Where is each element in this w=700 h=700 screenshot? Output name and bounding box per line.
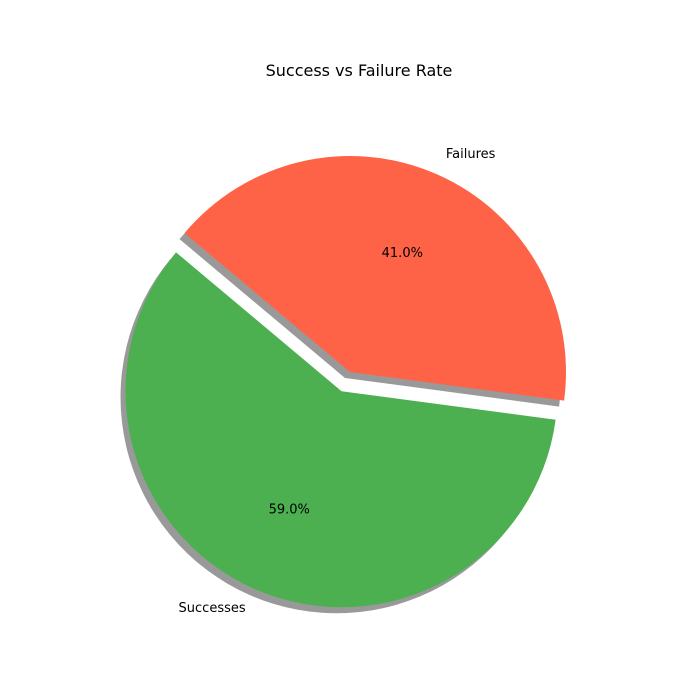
- label-layer: 59.0% Successes 41.0% Failures: [179, 147, 496, 616]
- pie-slice-failures: [184, 156, 566, 401]
- pie-category-label-failures: Failures: [446, 147, 496, 162]
- pie-category-label-successes: Successes: [179, 601, 246, 616]
- pie-pct-label-successes: 59.0%: [269, 502, 310, 517]
- pie-pct-label-failures: 41.0%: [382, 246, 423, 261]
- slice-layer: [125, 156, 566, 608]
- chart-title: Success vs Failure Rate: [266, 61, 453, 80]
- pie-slice-successes: [125, 252, 556, 608]
